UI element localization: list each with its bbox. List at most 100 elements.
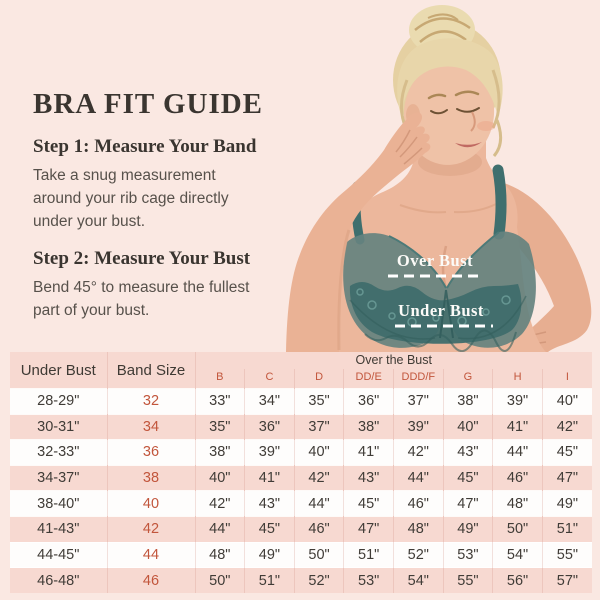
band-size-cell: 44 <box>107 541 196 568</box>
cup-size-cell: 46" <box>393 490 444 517</box>
cup-size-cell: 44" <box>195 515 246 543</box>
cup-size-cell: 57" <box>542 567 592 594</box>
cup-size-cell: 40" <box>195 464 246 491</box>
cup-size-cell: 38" <box>343 413 394 440</box>
model-photo: Over Bust Under Bust <box>286 5 592 352</box>
cup-column-header: DDD/F <box>393 369 444 389</box>
under-bust-cell: 41-43" <box>10 515 108 543</box>
cup-column-header: B <box>195 369 246 389</box>
bra-lace <box>349 282 522 344</box>
under-bust-label: Under Bust <box>398 301 484 320</box>
cup-size-cell: 42" <box>195 490 246 517</box>
cup-size-cell: 35" <box>195 413 246 440</box>
step-1-line: under your bust. <box>33 213 146 230</box>
cup-size-cell: 47" <box>542 464 592 491</box>
under-bust-cell: 46-48" <box>10 567 108 594</box>
cup-size-cell: 42" <box>294 464 345 491</box>
under-bust-cell: 34-37" <box>10 464 108 491</box>
over-the-bust-header: Over the Bust <box>195 352 592 369</box>
band-size-cell: 42 <box>107 515 196 543</box>
band-size-cell: 32 <box>107 388 196 415</box>
cup-size-cell: 50" <box>195 567 246 594</box>
cup-size-cell: 40" <box>443 413 494 440</box>
cup-size-cell: 51" <box>343 541 394 568</box>
cup-size-cell: 49" <box>244 541 295 568</box>
cup-size-cell: 44" <box>393 464 444 491</box>
cup-size-cell: 40" <box>294 439 345 466</box>
step-2-line: Bend 45° to measure the fullest <box>33 279 250 296</box>
cup-size-cell: 48" <box>393 515 444 543</box>
cup-size-cell: 46" <box>294 515 345 543</box>
table-row: 30-31" 34 35" 36" 37" 38" 39" 40" 41" 42… <box>10 413 592 440</box>
cup-column-header: H <box>492 369 543 389</box>
cup-size-cell: 54" <box>492 541 543 568</box>
step-2-heading: Step 2: Measure Your Bust <box>33 248 251 269</box>
table-header-row: Under Bust Band Size Over the Bust <box>10 352 592 389</box>
under-bust-cell: 32-33" <box>10 439 108 466</box>
cup-size-cell: 53" <box>343 567 394 594</box>
cup-size-cell: 54" <box>393 567 444 594</box>
guide-text-column: BRA FIT GUIDE Step 1: Measure Your Band … <box>33 88 288 322</box>
cup-size-cell: 55" <box>542 541 592 568</box>
cup-size-cell: 42" <box>542 413 592 440</box>
cup-size-cell: 42" <box>393 439 444 466</box>
cup-size-cell: 49" <box>443 515 494 543</box>
table-row: 28-29" 32 33" 34" 35" 36" 37" 38" 39" 40… <box>10 388 592 415</box>
table-row: 44-45" 44 48" 49" 50" 51" 52" 53" 54" 55… <box>10 541 592 568</box>
cup-size-cell: 43" <box>244 490 295 517</box>
cup-size-cell: 48" <box>492 490 543 517</box>
cup-size-cell: 43" <box>443 439 494 466</box>
cup-size-cell: 53" <box>443 541 494 568</box>
right-arm-raised <box>286 112 431 352</box>
step-1-body: Take a snug measurement around your rib … <box>33 164 288 233</box>
table-row: 32-33" 36 38" 39" 40" 41" 42" 43" 44" 45… <box>10 439 592 466</box>
cup-size-cell: 40" <box>542 388 592 415</box>
cup-column-header: C <box>244 369 295 389</box>
cup-size-cell: 33" <box>195 388 246 415</box>
hair-front <box>397 38 503 118</box>
table-row: 41-43" 42 44" 45" 46" 47" 48" 49" 50" 51… <box>10 515 592 543</box>
cup-size-cell: 36" <box>343 388 394 415</box>
cup-size-cell: 37" <box>393 388 444 415</box>
cup-size-cell: 44" <box>294 490 345 517</box>
face-features <box>427 90 495 148</box>
step-2-line: part of your bust. <box>33 302 150 319</box>
band-size-cell: 36 <box>107 439 196 466</box>
cup-size-cell: 56" <box>492 567 543 594</box>
cup-size-cell: 52" <box>393 541 444 568</box>
table-row: 34-37" 38 40" 41" 42" 43" 44" 45" 46" 47… <box>10 464 592 491</box>
cup-size-cell: 35" <box>294 388 345 415</box>
cup-size-cell: 45" <box>343 490 394 517</box>
cup-size-cell: 46" <box>492 464 543 491</box>
cup-size-cell: 45" <box>244 515 295 543</box>
cup-size-cell: 43" <box>343 464 394 491</box>
cup-column-header: DD/E <box>343 369 394 389</box>
cup-size-cell: 49" <box>542 490 592 517</box>
band-size-cell: 46 <box>107 567 196 594</box>
cup-size-cell: 47" <box>443 490 494 517</box>
cup-size-cell: 38" <box>195 439 246 466</box>
cup-size-cell: 37" <box>294 413 345 440</box>
cup-size-cell: 39" <box>492 388 543 415</box>
cup-size-cell: 47" <box>343 515 394 543</box>
cup-size-cell: 44" <box>492 439 543 466</box>
under-bust-cell: 30-31" <box>10 413 108 440</box>
cup-size-cell: 48" <box>195 541 246 568</box>
cup-size-cell: 52" <box>294 567 345 594</box>
cup-size-cell: 41" <box>343 439 394 466</box>
cup-size-cell: 50" <box>294 541 345 568</box>
under-bust-header: Under Bust <box>10 352 108 389</box>
cup-size-cell: 45" <box>443 464 494 491</box>
cup-size-cell: 55" <box>443 567 494 594</box>
cup-size-cell: 39" <box>244 439 295 466</box>
table-row: 38-40" 40 42" 43" 44" 45" 46" 47" 48" 49… <box>10 490 592 517</box>
cup-size-cell: 45" <box>542 439 592 466</box>
band-size-header: Band Size <box>107 352 196 389</box>
cup-size-cell: 41" <box>492 413 543 440</box>
step-1-line: around your rib cage directly <box>33 190 229 207</box>
page-title: BRA FIT GUIDE <box>33 88 264 120</box>
band-size-cell: 40 <box>107 490 196 517</box>
cup-size-cell: 51" <box>542 515 592 543</box>
band-size-cell: 38 <box>107 464 196 491</box>
